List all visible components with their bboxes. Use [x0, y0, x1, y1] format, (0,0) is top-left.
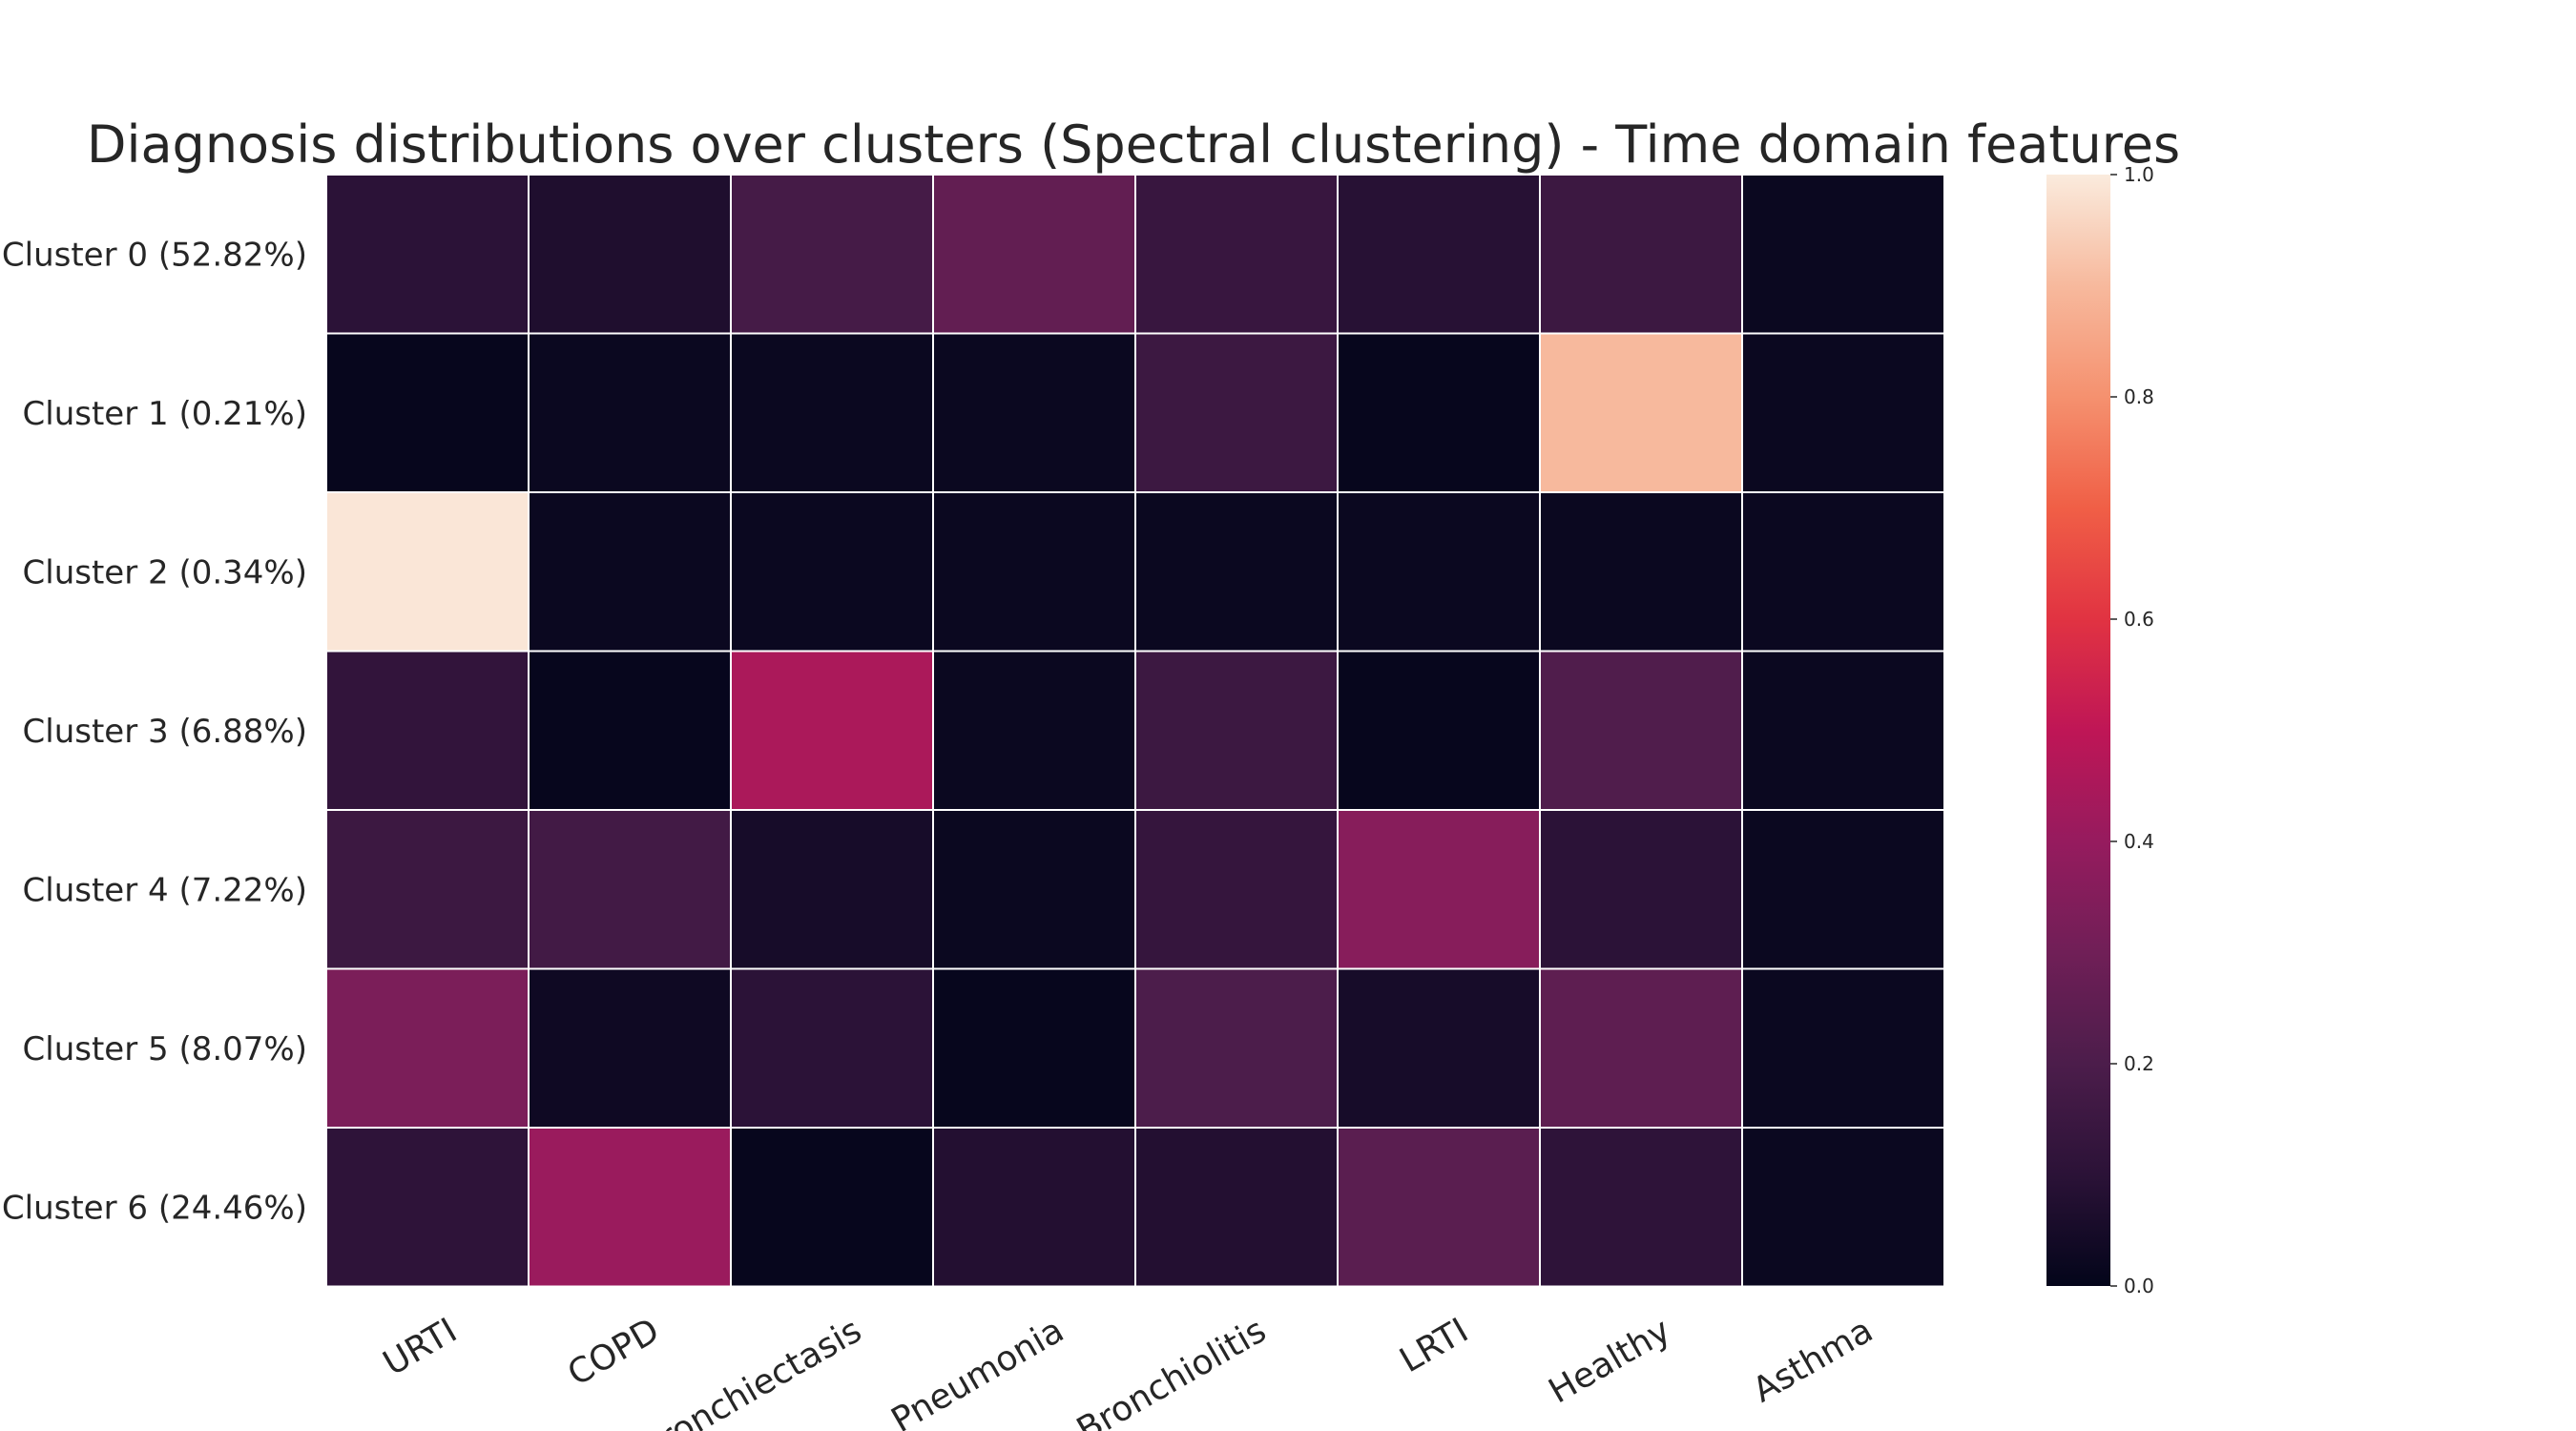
- heatmap-cell: [325, 967, 530, 1129]
- heatmap-cell: [1741, 174, 1945, 335]
- colorbar-gradient: [2046, 175, 2110, 1286]
- y-tick-label: Cluster 4 (7.22%): [23, 871, 307, 909]
- heatmap-cell: [1539, 332, 1743, 493]
- heatmap-cell: [730, 650, 934, 811]
- heatmap-cell: [528, 809, 732, 970]
- x-tick-label: URTI: [377, 1311, 464, 1383]
- x-tick-label: COPD: [561, 1311, 666, 1394]
- heatmap-cell: [325, 332, 530, 493]
- colorbar-tick-label: 0.2: [2124, 1052, 2154, 1075]
- heatmap-cell: [1337, 967, 1541, 1129]
- heatmap-cell: [325, 491, 530, 653]
- heatmap-cell: [1134, 174, 1339, 335]
- heatmap-cell: [528, 332, 732, 493]
- heatmap-cell: [730, 491, 934, 653]
- x-tick-label: Bronchiolitis: [1070, 1311, 1273, 1431]
- y-axis-labels: Cluster 0 (52.82%) Cluster 1 (0.21%) Clust…: [2, 236, 307, 1227]
- heatmap-cell: [1741, 1127, 1945, 1288]
- heatmap-cell: [1134, 650, 1339, 811]
- x-tick-label: LRTI: [1393, 1311, 1475, 1380]
- heatmap-cell: [325, 174, 530, 335]
- x-tick-label: Healthy: [1543, 1311, 1677, 1411]
- heatmap-cell: [528, 1127, 732, 1288]
- heatmap-cell: [1741, 650, 1945, 811]
- heatmap-cell: [1741, 491, 1945, 653]
- colorbar-tick-label: 0.0: [2124, 1275, 2154, 1297]
- heatmap-cell: [325, 650, 530, 811]
- colorbar-tick-label: 1.0: [2124, 163, 2154, 186]
- y-tick-label: Cluster 5 (8.07%): [23, 1030, 307, 1068]
- heatmap-cell: [932, 967, 1136, 1129]
- x-tick-label: Pneumonia: [885, 1311, 1070, 1431]
- heatmap-cell: [1337, 491, 1541, 653]
- heatmap-cell: [1134, 809, 1339, 970]
- heatmap-cells: [325, 174, 1945, 1288]
- heatmap-cell: [932, 332, 1136, 493]
- heatmap-cell: [932, 1127, 1136, 1288]
- heatmap-cell: [1539, 491, 1743, 653]
- heatmap-cell: [932, 174, 1136, 335]
- heatmap-cell: [1539, 174, 1743, 335]
- heatmap-cell: [1337, 1127, 1541, 1288]
- heatmap-cell: [1539, 650, 1743, 811]
- heatmap-cell: [730, 174, 934, 335]
- heatmap-cell: [1337, 650, 1541, 811]
- heatmap-cell: [1337, 332, 1541, 493]
- heatmap-cell: [1134, 332, 1339, 493]
- heatmap-cell: [730, 332, 934, 493]
- heatmap-cell: [1134, 1127, 1339, 1288]
- colorbar-tick-label: 0.6: [2124, 608, 2154, 631]
- heatmap-cell: [528, 650, 732, 811]
- y-tick-label: Cluster 0 (52.82%): [2, 236, 307, 274]
- heatmap-cell: [932, 491, 1136, 653]
- heatmap-cell: [528, 174, 732, 335]
- colorbar-tick-label: 0.4: [2124, 830, 2154, 853]
- heatmap-cell: [1741, 809, 1945, 970]
- heatmap-cell: [932, 809, 1136, 970]
- y-tick-label: Cluster 2 (0.34%): [23, 553, 307, 591]
- colorbar: 0.0 0.2 0.4 0.6 0.8 1.0: [2046, 163, 2154, 1297]
- heatmap-cell: [325, 809, 530, 970]
- heatmap-cell: [1134, 967, 1339, 1129]
- heatmap-cell: [730, 1127, 934, 1288]
- heatmap-cell: [528, 967, 732, 1129]
- y-tick-label: Cluster 3 (6.88%): [23, 713, 307, 751]
- heatmap-cell: [932, 650, 1136, 811]
- heatmap-cell: [1741, 332, 1945, 493]
- y-tick-label: Cluster 1 (0.21%): [23, 395, 307, 433]
- heatmap-cell: [1337, 174, 1541, 335]
- heatmap-cell: [528, 491, 732, 653]
- heatmap-cell: [730, 967, 934, 1129]
- colorbar-tick-label: 0.8: [2124, 385, 2154, 408]
- heatmap-cell: [1134, 491, 1339, 653]
- heatmap-cell: [1539, 1127, 1743, 1288]
- heatmap-cell: [1337, 809, 1541, 970]
- heatmap-cell: [1539, 809, 1743, 970]
- x-tick-label: Bronchiectasis: [633, 1311, 868, 1431]
- heatmap-cell: [1741, 967, 1945, 1129]
- heatmap-cell: [325, 1127, 530, 1288]
- chart-title: Diagnosis distributions over clusters (S…: [87, 114, 2180, 175]
- x-tick-label: Asthma: [1746, 1311, 1880, 1410]
- heatmap-cell: [1539, 967, 1743, 1129]
- colorbar-ticks: 0.0 0.2 0.4 0.6 0.8 1.0: [2110, 163, 2154, 1297]
- y-tick-label: Cluster 6 (24.46%): [2, 1189, 307, 1227]
- heatmap-cell: [730, 809, 934, 970]
